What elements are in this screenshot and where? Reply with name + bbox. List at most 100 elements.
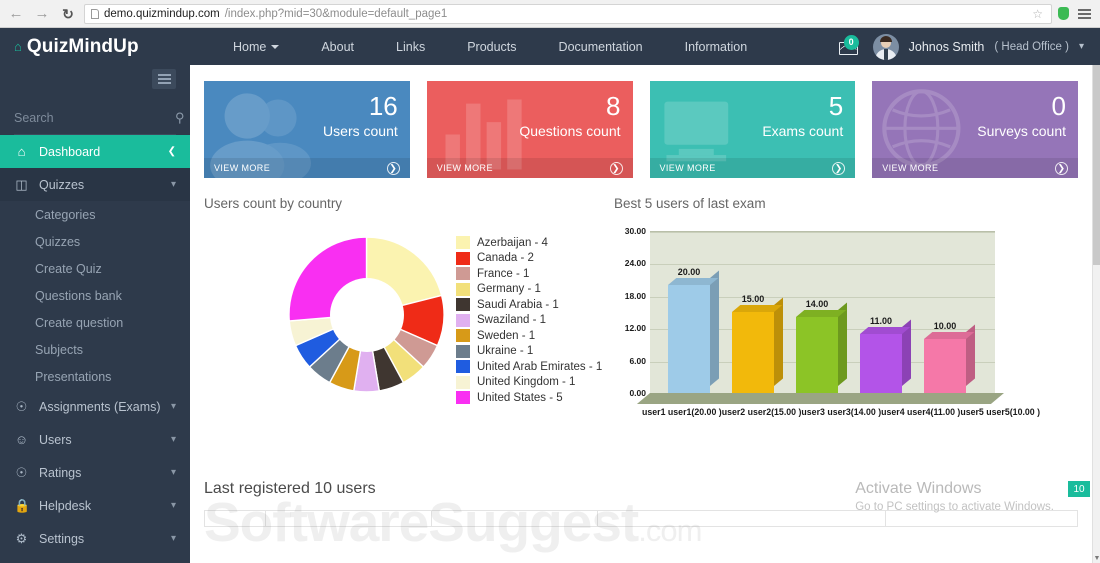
main-content: 16 Users count VIEW MORE ❯ 8 Questions c… <box>190 65 1092 563</box>
menu-item-documentation[interactable]: Documentation <box>558 39 643 54</box>
legend-item: Swaziland - 1 <box>456 313 602 329</box>
donut-hole <box>329 277 404 352</box>
bar-value-label: 11.00 <box>869 315 893 326</box>
pie-chart-area: Azerbaijan - 4 Canada - 2 France - 1 German… <box>204 229 614 444</box>
bar-top <box>732 305 783 312</box>
legend-item: United Kingdom - 1 <box>456 375 602 391</box>
messages-button[interactable]: 0 <box>837 34 863 58</box>
sidebar-subitem-presentations[interactable]: Presentations <box>35 369 112 384</box>
sidebar-item-assignments[interactable]: ☉ Assignments (Exams) ▾ <box>0 390 190 423</box>
sidebar-item-settings[interactable]: ⚙ Settings ▾ <box>0 522 190 555</box>
sidebar-toggle-icon[interactable] <box>152 69 176 89</box>
sidebar-item-helpdesk[interactable]: 🔒 Helpdesk ▾ <box>0 489 190 522</box>
card-exams-count[interactable]: 5 Exams count VIEW MORE ❯ <box>649 81 856 178</box>
sidebar-subitem-questions-bank[interactable]: Questions bank <box>35 288 122 303</box>
menu-item-products[interactable]: Products <box>467 39 517 54</box>
forward-arrow-icon[interactable]: → <box>34 5 50 22</box>
menu-label: Home <box>233 39 267 54</box>
scroll-down-arrow-icon[interactable]: ▼ <box>1093 555 1100 562</box>
main-menu: Home About Links Products Documentation … <box>212 29 768 65</box>
monitor-art-icon <box>663 101 728 162</box>
page-scrollbar[interactable]: ▼ <box>1092 65 1100 563</box>
table-header-cell <box>885 510 1079 527</box>
card-footer[interactable]: VIEW MORE ❯ <box>426 158 633 178</box>
chevron-down-icon: ▾ <box>170 179 176 190</box>
legend-item: Germany - 1 <box>456 282 602 298</box>
brand-logo[interactable]: ⌂ QuizMindUp <box>0 28 190 65</box>
url-path: /index.php?mid=30&module=default_page1 <box>224 7 448 20</box>
card-users-count[interactable]: 16 Users count VIEW MORE ❯ <box>204 81 410 178</box>
sidebar-subitem-create-quiz[interactable]: Create Quiz <box>35 261 102 276</box>
bar-value-label: 15.00 <box>741 294 765 304</box>
card-questions-count[interactable]: 8 Questions count VIEW MORE ❯ <box>426 81 633 178</box>
lock-icon: 🔒 <box>14 497 31 513</box>
sidebar-search[interactable]: ⚲ <box>14 101 185 135</box>
legend-label: Sweden - 1 <box>477 329 536 342</box>
browser-toolbar: ← → ↻ demo.quizmindup.com/index.php?mid=… <box>0 0 1100 28</box>
bar-value-label: 20.00 <box>677 267 701 277</box>
bell-icon: ☉ <box>15 398 28 414</box>
y-axis-tick-label: 6.00 <box>629 355 646 366</box>
sidebar-item-label: Settings <box>39 531 85 546</box>
bar <box>796 302 847 393</box>
legend-label: Swaziland - 1 <box>477 314 547 327</box>
menu-item-information[interactable]: Information <box>684 39 748 54</box>
card-value: 8 <box>606 91 621 121</box>
legend-item: Saudi Arabia - 1 <box>456 297 602 313</box>
bar-x-axis-labels: user1 user1(20.00 )user2 user2(15.00 )us… <box>642 407 1041 417</box>
bar-chart-area: user1 user1(20.00 )user2 user2(15.00 )us… <box>614 225 1041 421</box>
reload-icon[interactable]: ↻ <box>62 5 74 22</box>
bar <box>924 324 975 393</box>
card-footer-label: VIEW MORE <box>436 163 493 173</box>
sidebar-subitem-categories[interactable]: Categories <box>35 207 96 222</box>
chevron-down-icon: ▾ <box>170 533 176 544</box>
user-role-label: ( Head Office ) <box>994 40 1069 53</box>
extension-icon[interactable] <box>1058 7 1069 20</box>
bar-top <box>924 332 975 339</box>
search-icon[interactable]: ⚲ <box>175 109 185 125</box>
bookmark-star-icon[interactable]: ☆ <box>1032 6 1043 21</box>
sidebar-subitem-quizzes[interactable]: Quizzes <box>35 234 81 249</box>
table-header-cell <box>597 510 886 527</box>
card-footer[interactable]: VIEW MORE ❯ <box>872 158 1078 178</box>
pie-legend: Azerbaijan - 4 Canada - 2 France - 1 German… <box>456 235 602 406</box>
menu-item-home[interactable]: Home <box>212 29 300 65</box>
menu-item-links[interactable]: Links <box>396 39 426 54</box>
arrow-right-circle-icon: ❯ <box>609 161 623 175</box>
gridline <box>650 264 995 266</box>
sidebar-item-ratings[interactable]: ☉ Ratings ▾ <box>0 456 190 489</box>
sidebar-item-dashboard[interactable]: ⌂ Dashboard ❮ <box>0 135 190 168</box>
table-header-cell <box>204 510 267 527</box>
notification-badge: 10 <box>1068 481 1090 497</box>
bar-chart-panel: Best 5 users of last exam user1 user1(20… <box>614 196 1078 444</box>
browser-menu-icon[interactable] <box>1075 8 1094 19</box>
sidebar-subitem-create-question[interactable]: Create question <box>35 315 124 330</box>
card-footer[interactable]: VIEW MORE ❯ <box>649 158 856 178</box>
sidebar-item-label: Quizzes <box>39 177 85 192</box>
sidebar-subitem-subjects[interactable]: Subjects <box>35 342 83 357</box>
search-input[interactable] <box>14 110 175 125</box>
card-footer-label: VIEW MORE <box>214 163 271 173</box>
sidebar-item-users[interactable]: ☺ Users ▾ <box>0 423 190 456</box>
chevron-down-icon[interactable]: ▾ <box>1078 41 1084 52</box>
address-bar[interactable]: demo.quizmindup.com/index.php?mid=30&mod… <box>84 3 1052 24</box>
chevron-down-icon: ▾ <box>170 500 176 511</box>
sidebar-item-label: Users <box>39 432 72 447</box>
back-arrow-icon[interactable]: ← <box>8 5 24 22</box>
avatar[interactable] <box>872 33 899 60</box>
sidebar-item-label: Assignments (Exams) <box>39 399 161 414</box>
legend-swatch <box>456 313 470 327</box>
card-surveys-count[interactable]: 0 Surveys count VIEW MORE ❯ <box>872 81 1078 178</box>
legend-swatch <box>456 344 470 358</box>
pie-chart-panel: Users count by country Azerbaijan - 4 Can… <box>204 196 614 444</box>
legend-swatch <box>456 236 470 250</box>
scrollbar-thumb[interactable] <box>1093 65 1100 265</box>
card-footer[interactable]: VIEW MORE ❯ <box>204 158 410 178</box>
sidebar-item-quizzes[interactable]: ◫ Quizzes ▾ <box>0 168 190 201</box>
menu-item-about[interactable]: About <box>321 39 355 54</box>
legend-swatch <box>456 298 470 312</box>
chevron-down-icon <box>271 44 280 49</box>
bar-value-label: 14.00 <box>805 299 829 310</box>
users-art-icon <box>210 93 311 178</box>
legend-swatch <box>456 267 470 281</box>
